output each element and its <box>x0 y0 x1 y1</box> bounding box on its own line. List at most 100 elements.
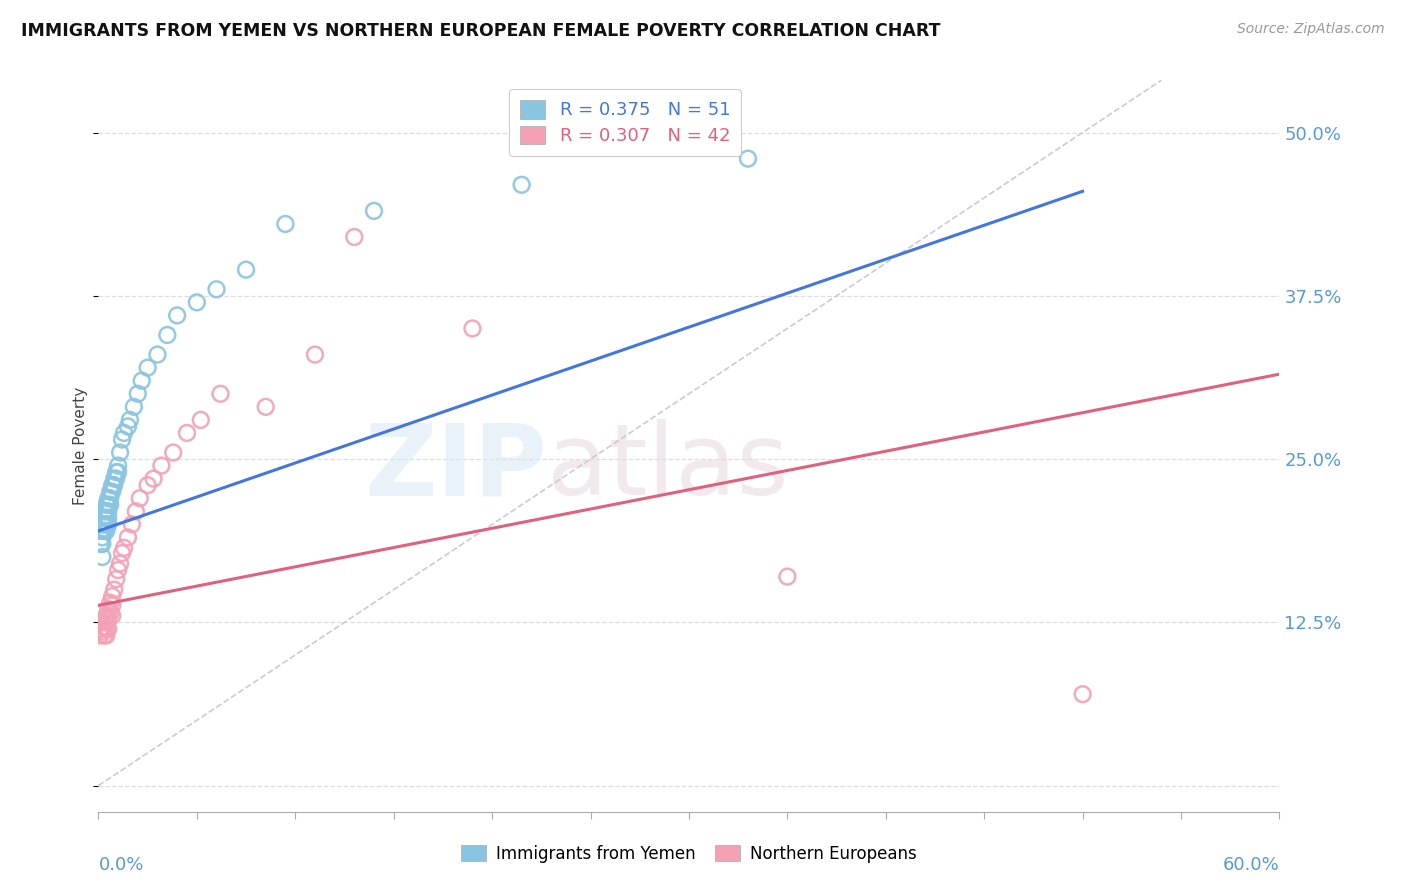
Point <box>209 386 232 401</box>
Point <box>1071 687 1094 701</box>
Point <box>107 458 129 473</box>
Point <box>89 524 111 538</box>
Point <box>101 484 124 499</box>
Point <box>125 504 148 518</box>
Point <box>142 472 165 486</box>
Legend: Immigrants from Yemen, Northern Europeans: Immigrants from Yemen, Northern European… <box>454 838 924 869</box>
Point <box>97 622 120 636</box>
Point <box>97 611 120 625</box>
Point <box>91 549 114 564</box>
Point <box>128 491 150 506</box>
Point <box>93 628 115 642</box>
Point <box>118 413 141 427</box>
Point <box>96 608 118 623</box>
Point <box>150 458 173 473</box>
Point <box>121 517 143 532</box>
Point <box>108 557 131 571</box>
Point <box>98 596 121 610</box>
Point <box>93 619 115 633</box>
Point <box>107 465 129 479</box>
Point <box>190 413 212 427</box>
Point <box>97 511 120 525</box>
Point <box>461 321 484 335</box>
Point <box>105 465 128 479</box>
Point <box>131 374 153 388</box>
Point <box>186 295 208 310</box>
Point <box>93 511 115 525</box>
Text: IMMIGRANTS FROM YEMEN VS NORTHERN EUROPEAN FEMALE POVERTY CORRELATION CHART: IMMIGRANTS FROM YEMEN VS NORTHERN EUROPE… <box>21 22 941 40</box>
Point <box>96 622 118 636</box>
Point <box>97 517 120 532</box>
Point <box>101 599 124 613</box>
Point <box>93 611 115 625</box>
Point <box>96 517 118 532</box>
Point <box>96 511 118 525</box>
Point <box>89 537 111 551</box>
Point <box>363 203 385 218</box>
Point <box>96 615 118 630</box>
Point <box>304 348 326 362</box>
Point <box>510 178 533 192</box>
Point <box>91 537 114 551</box>
Point <box>176 425 198 440</box>
Point <box>101 589 124 603</box>
Point <box>235 262 257 277</box>
Y-axis label: Female Poverty: Female Poverty <box>73 387 87 505</box>
Point <box>101 478 124 492</box>
Point <box>91 524 114 538</box>
Point <box>89 628 111 642</box>
Point <box>91 517 114 532</box>
Point <box>93 524 115 538</box>
Point <box>89 622 111 636</box>
Point <box>98 491 121 506</box>
Point <box>108 445 131 459</box>
Point <box>98 606 121 620</box>
Point <box>97 498 120 512</box>
Point <box>146 348 169 362</box>
Text: 0.0%: 0.0% <box>98 855 143 873</box>
Text: 60.0%: 60.0% <box>1223 855 1279 873</box>
Point <box>112 425 135 440</box>
Point <box>737 152 759 166</box>
Point <box>96 628 118 642</box>
Point <box>117 419 139 434</box>
Point <box>96 524 118 538</box>
Point <box>117 530 139 544</box>
Point <box>136 478 159 492</box>
Point <box>112 541 135 555</box>
Point <box>103 478 125 492</box>
Point <box>103 472 125 486</box>
Point <box>205 282 228 296</box>
Point <box>111 546 134 560</box>
Point <box>93 504 115 518</box>
Point <box>97 504 120 518</box>
Text: ZIP: ZIP <box>364 419 547 516</box>
Point <box>91 624 114 639</box>
Point <box>122 400 145 414</box>
Point <box>91 615 114 630</box>
Point <box>97 602 120 616</box>
Point <box>96 504 118 518</box>
Point <box>254 400 277 414</box>
Point <box>274 217 297 231</box>
Point <box>156 328 179 343</box>
Point <box>103 582 125 597</box>
Point <box>96 498 118 512</box>
Point <box>105 472 128 486</box>
Point <box>111 433 134 447</box>
Point <box>105 572 128 586</box>
Point <box>107 563 129 577</box>
Text: atlas: atlas <box>547 419 789 516</box>
Point <box>127 386 149 401</box>
Point <box>136 360 159 375</box>
Point <box>101 608 124 623</box>
Point <box>166 309 188 323</box>
Point <box>98 484 121 499</box>
Point <box>91 530 114 544</box>
Point <box>343 230 366 244</box>
Point <box>93 517 115 532</box>
Point <box>98 498 121 512</box>
Point <box>162 445 184 459</box>
Point <box>97 491 120 506</box>
Point <box>776 569 799 583</box>
